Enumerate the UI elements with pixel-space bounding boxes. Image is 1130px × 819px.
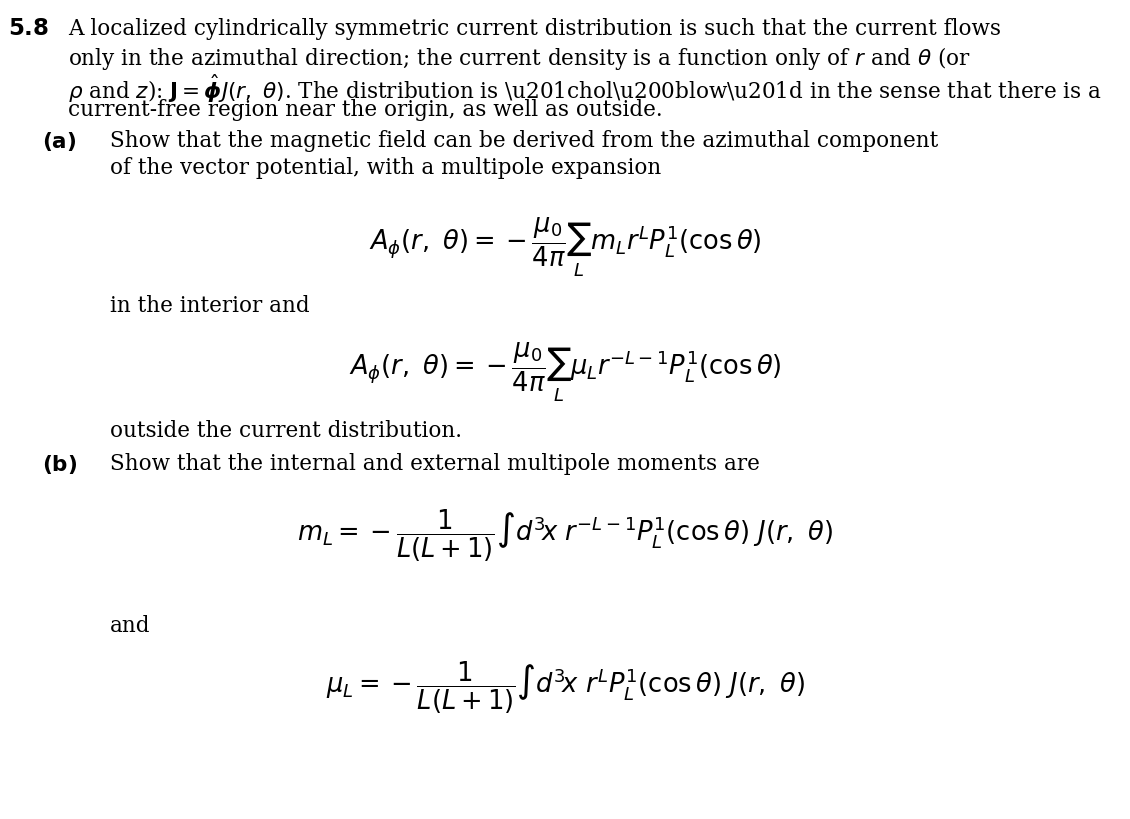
Text: $\rho$ and $z$): $\mathbf{J} = \hat{\boldsymbol{\phi}}J(r,\ \theta)$. The distri: $\rho$ and $z$): $\mathbf{J} = \hat{\bol… xyxy=(68,72,1102,105)
Text: Show that the magnetic field can be derived from the azimuthal component: Show that the magnetic field can be deri… xyxy=(110,130,938,152)
Text: $A_\phi(r,\ \theta) = -\dfrac{\mu_0}{4\pi} \sum_L \mu_L r^{-L-1} P^1_L(\cos\thet: $A_\phi(r,\ \theta) = -\dfrac{\mu_0}{4\p… xyxy=(349,340,781,403)
Text: of the vector potential, with a multipole expansion: of the vector potential, with a multipol… xyxy=(110,156,661,179)
Text: $\mathbf{(a)}$: $\mathbf{(a)}$ xyxy=(42,130,77,153)
Text: $A_\phi(r,\ \theta) = -\dfrac{\mu_0}{4\pi} \sum_L m_L r^L P^1_L(\cos\theta)$: $A_\phi(r,\ \theta) = -\dfrac{\mu_0}{4\p… xyxy=(368,215,762,278)
Text: A localized cylindrically symmetric current distribution is such that the curren: A localized cylindrically symmetric curr… xyxy=(68,18,1001,40)
Text: Show that the internal and external multipole moments are: Show that the internal and external mult… xyxy=(110,452,759,474)
Text: $\mu_L = -\dfrac{1}{L(L+1)} \int d^3\!x\ r^L P^1_L(\cos\theta)\ J(r,\ \theta)$: $\mu_L = -\dfrac{1}{L(L+1)} \int d^3\!x\… xyxy=(325,659,805,715)
Text: $\mathbf{5.8}$: $\mathbf{5.8}$ xyxy=(8,18,49,40)
Text: current-free region near the origin, as well as outside.: current-free region near the origin, as … xyxy=(68,99,662,121)
Text: and: and xyxy=(110,614,150,636)
Text: in the interior and: in the interior and xyxy=(110,295,310,317)
Text: $m_L = -\dfrac{1}{L(L+1)} \int d^3\!x\ r^{-L-1} P^1_L(\cos\theta)\ J(r,\ \theta): $m_L = -\dfrac{1}{L(L+1)} \int d^3\!x\ r… xyxy=(297,508,833,563)
Text: $\mathbf{(b)}$: $\mathbf{(b)}$ xyxy=(42,452,77,475)
Text: only in the azimuthal direction; the current density is a function only of $r$ a: only in the azimuthal direction; the cur… xyxy=(68,45,971,72)
Text: outside the current distribution.: outside the current distribution. xyxy=(110,419,462,441)
